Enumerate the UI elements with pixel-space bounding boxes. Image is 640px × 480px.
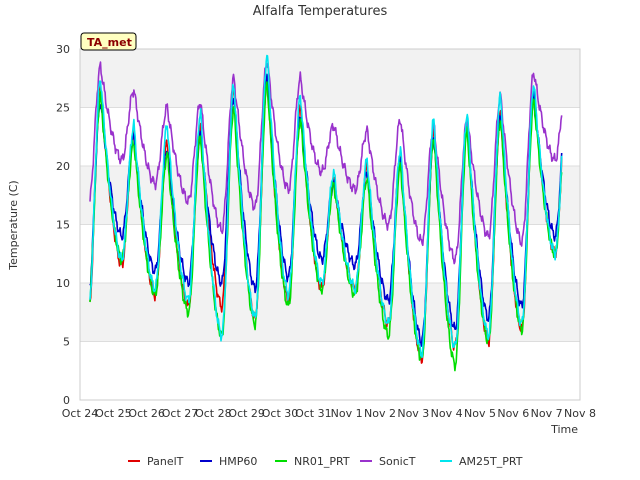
legend-label: HMP60	[219, 455, 257, 468]
series-line-sonict	[89, 61, 563, 265]
y-tick-label: 20	[56, 160, 70, 173]
legend: PanelT HMP60 NR01_PRT SonicT AM25T_PRT	[128, 455, 523, 468]
y-tick-labels: 0 5 10 15 20 25 30	[56, 43, 70, 407]
x-tick-label: Oct 27	[162, 407, 199, 420]
series-layer	[89, 54, 563, 372]
x-tick-label: Oct 28	[195, 407, 232, 420]
grid-band	[80, 224, 580, 283]
x-tick-label: Oct 29	[228, 407, 265, 420]
y-tick-label: 30	[56, 43, 70, 56]
x-tick-label: Oct 25	[95, 407, 132, 420]
x-tick-label: Nov 5	[464, 407, 496, 420]
x-tick-label: Nov 4	[431, 407, 463, 420]
chart-title: Alfalfa Temperatures	[253, 4, 388, 19]
x-tick-label: Nov 3	[397, 407, 429, 420]
site-badge-label: TA_met	[87, 36, 132, 49]
y-axis-label: Temperature (C)	[7, 180, 20, 270]
y-tick-label: 0	[63, 394, 70, 407]
x-tick-label: Oct 30	[262, 407, 299, 420]
legend-label: SonicT	[379, 455, 416, 468]
x-tick-label: Oct 26	[128, 407, 165, 420]
x-tick-label: Nov 2	[364, 407, 396, 420]
series-line-am25t_prt	[89, 54, 563, 359]
x-tick-label: Nov 6	[497, 407, 529, 420]
y-tick-label: 15	[56, 219, 70, 232]
site-badge-box	[80, 32, 137, 51]
y-tick-label: 10	[56, 277, 70, 290]
legend-label: NR01_PRT	[294, 455, 350, 468]
y-tick-label: 25	[56, 102, 70, 115]
x-tick-label: Nov 8	[564, 407, 596, 420]
legend-label: PanelT	[147, 455, 184, 468]
x-tick-label: Oct 24	[62, 407, 99, 420]
grid-band	[80, 283, 580, 342]
grid-band	[80, 49, 580, 108]
x-axis-label: Time	[550, 423, 578, 436]
site-badge: TA_met	[80, 32, 137, 51]
plot-frame	[79, 48, 581, 401]
x-tick-label: Nov 7	[531, 407, 563, 420]
legend-label: AM25T_PRT	[459, 455, 523, 468]
y-tick-label: 5	[63, 336, 70, 349]
grid-band	[80, 341, 580, 400]
x-tick-label: Nov 1	[331, 407, 363, 420]
x-tick-label: Oct 31	[295, 407, 332, 420]
